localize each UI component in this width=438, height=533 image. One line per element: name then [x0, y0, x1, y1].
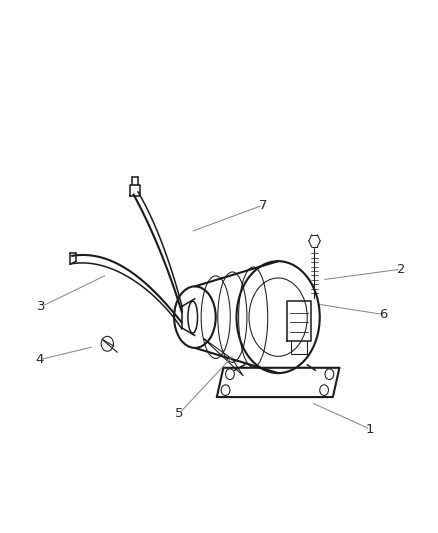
Text: 4: 4 — [35, 353, 44, 366]
Text: 3: 3 — [37, 300, 46, 313]
Text: 2: 2 — [396, 263, 405, 276]
Text: 1: 1 — [366, 423, 374, 435]
Text: 5: 5 — [175, 407, 184, 419]
Text: 6: 6 — [379, 308, 388, 321]
Text: 7: 7 — [258, 199, 267, 212]
